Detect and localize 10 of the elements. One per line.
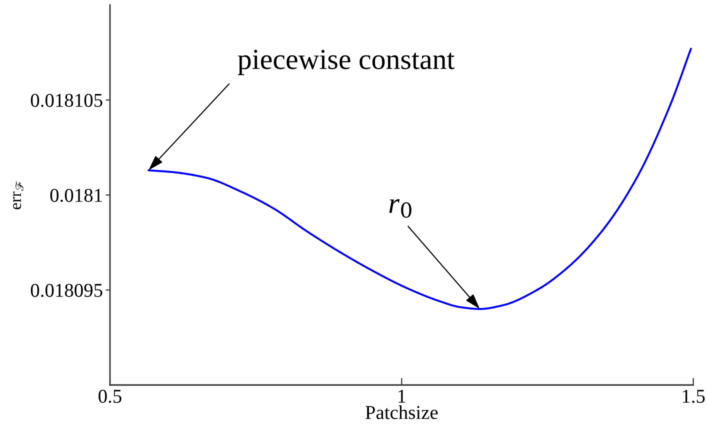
y-tick-label: 0.018095 xyxy=(30,284,102,298)
y-tick-label: 0.018105 xyxy=(30,94,102,108)
x-axis-title: Patchsize xyxy=(365,405,438,420)
x-tick-label: 1 xyxy=(398,390,406,403)
annotation: r$_{0}$ xyxy=(389,199,412,218)
annotation: piecewise constant xyxy=(238,50,455,76)
y-axis-title: err$_{ℱ}$ xyxy=(13,180,24,210)
y-tick-label: 0.0181 xyxy=(50,188,102,202)
x-tick-label: 0.5 xyxy=(98,390,122,403)
x-tick-label: 1.5 xyxy=(682,390,705,403)
